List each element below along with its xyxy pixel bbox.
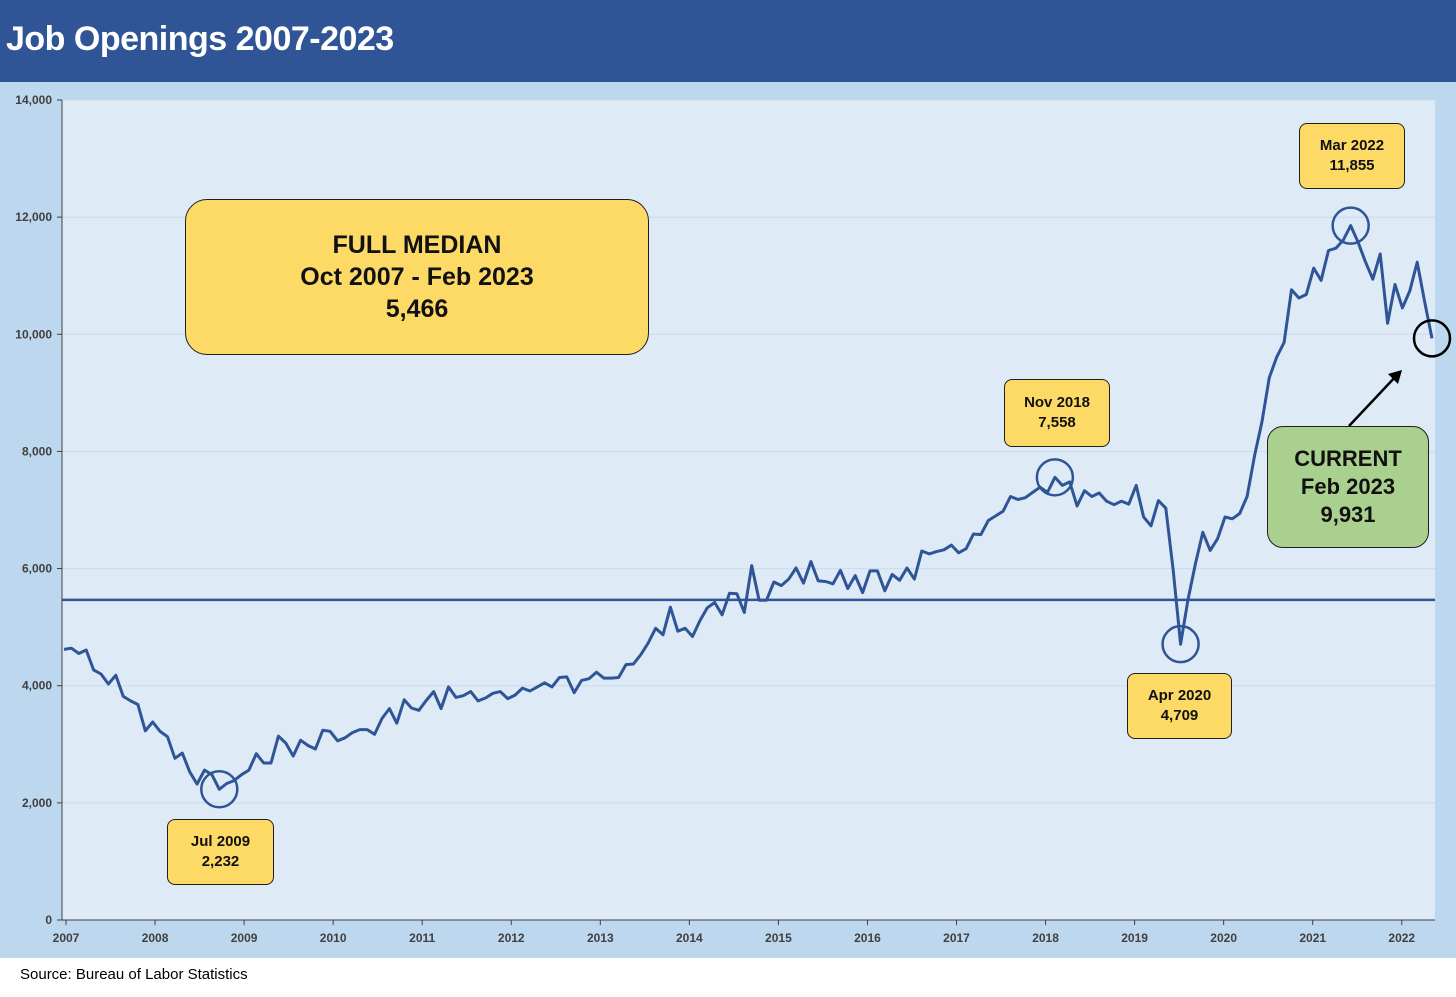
y-tick-label: 6,000 xyxy=(22,562,52,576)
y-tick-label: 2,000 xyxy=(22,796,52,810)
x-tick-label: 2014 xyxy=(676,931,703,945)
x-tick-label: 2020 xyxy=(1210,931,1237,945)
peak-2018-value: 7,558 xyxy=(1038,414,1076,431)
x-tick-label: 2018 xyxy=(1032,931,1059,945)
x-tick-label: 2017 xyxy=(943,931,970,945)
x-tick-label: 2012 xyxy=(498,931,525,945)
low-2009-date: Jul 2009 xyxy=(190,833,251,850)
peak-2018-marker xyxy=(1035,458,1075,497)
chart-area: 0 2,000 4,000 6,000 8,000 10,000 12,000 14,000 2… xyxy=(0,82,1456,958)
footer: Source: Bureau of Labor Statistics xyxy=(0,958,1456,997)
x-tick-label: 2008 xyxy=(142,931,169,945)
x-tick-label: 2009 xyxy=(231,931,258,945)
y-tick-label: 4,000 xyxy=(22,679,52,693)
x-tick-label: 2016 xyxy=(854,931,881,945)
current-arrow-head xyxy=(1388,370,1402,384)
low-2009-marker xyxy=(200,770,239,809)
x-tick-label: 2007 xyxy=(53,931,80,945)
y-tick-label: 0 xyxy=(45,913,52,927)
current-callout: CURRENT Feb 2023 9,931 xyxy=(1267,426,1429,548)
x-tick-label: 2011 xyxy=(409,931,435,945)
y-tick-label: 12,000 xyxy=(15,210,52,224)
low-2020-date: Apr 2020 xyxy=(1147,687,1212,704)
y-tick-label: 8,000 xyxy=(22,444,52,458)
x-tick-label: 2010 xyxy=(320,931,347,945)
current-arrow-line xyxy=(1348,373,1399,427)
median-callout-line2: Oct 2007 - Feb 2023 xyxy=(300,263,534,291)
peak-2022-value: 11,855 xyxy=(1329,157,1375,174)
x-tick-label: 2019 xyxy=(1121,931,1148,945)
current-callout-line3: 9,931 xyxy=(1320,502,1376,527)
peak-2018-date: Nov 2018 xyxy=(1024,394,1090,411)
median-callout-line3: 5,466 xyxy=(385,295,449,323)
current-callout-line2: Feb 2023 xyxy=(1300,474,1396,499)
chart-title: Job Openings 2007-2023 xyxy=(6,20,394,58)
low-2009-value: 2,232 xyxy=(201,853,240,870)
x-tick-label: 2015 xyxy=(765,931,792,945)
peak-2022-marker xyxy=(1331,206,1370,245)
low-2020-marker xyxy=(1161,624,1200,664)
low-2020-value: 4,709 xyxy=(1160,707,1199,724)
peak-2018-callout: Nov 2018 7,558 xyxy=(1004,379,1110,447)
current-marker xyxy=(1412,319,1452,358)
x-tick-label: 2022 xyxy=(1388,931,1415,945)
header-bar: Job Openings 2007-2023 xyxy=(0,0,1456,82)
peak-2022-callout: Mar 2022 11,855 xyxy=(1299,123,1405,189)
y-tick-label: 10,000 xyxy=(15,327,52,341)
x-tick-label: 2013 xyxy=(587,931,614,945)
source-note: Source: Bureau of Labor Statistics xyxy=(20,966,248,983)
low-2020-callout: Apr 2020 4,709 xyxy=(1127,673,1232,739)
job-openings-line xyxy=(63,224,1434,791)
median-callout: FULL MEDIAN Oct 2007 - Feb 2023 5,466 xyxy=(185,199,649,355)
y-tick-label: 14,000 xyxy=(15,93,52,107)
current-callout-line1: CURRENT xyxy=(1294,446,1402,471)
median-callout-line1: FULL MEDIAN xyxy=(332,231,502,259)
peak-2022-date: Mar 2022 xyxy=(1319,137,1385,154)
x-tick-label: 2021 xyxy=(1299,931,1326,945)
low-2009-callout: Jul 2009 2,232 xyxy=(167,819,274,885)
